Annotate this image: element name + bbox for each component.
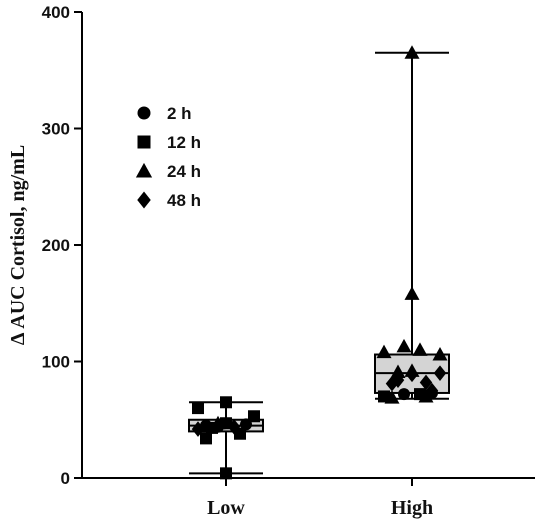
boxes bbox=[188, 51, 450, 475]
data-point bbox=[396, 338, 412, 353]
legend-label: 48 h bbox=[167, 191, 201, 210]
data-point bbox=[376, 344, 392, 359]
legend-label: 12 h bbox=[167, 133, 201, 152]
data-point bbox=[192, 402, 204, 415]
legend-item: 2 h bbox=[137, 104, 192, 123]
y-ticks: 0 100 200 300 400 bbox=[42, 3, 82, 488]
box-high bbox=[374, 51, 450, 400]
data-point bbox=[390, 364, 406, 378]
data-point bbox=[414, 388, 426, 401]
legend-marker-diamond bbox=[137, 191, 151, 209]
data-point bbox=[191, 421, 205, 437]
data-point bbox=[220, 396, 232, 409]
legend-marker-circle bbox=[137, 106, 151, 120]
legend-item: 24 h bbox=[135, 162, 201, 181]
x-tick-label: Low bbox=[207, 497, 245, 519]
legend-marker-triangle bbox=[135, 162, 153, 178]
data-point bbox=[227, 418, 241, 435]
legend: 2 h 12 h 24 h 48 h bbox=[135, 104, 201, 210]
y-axis-title: Δ AUC Cortisol, ng/mL bbox=[7, 145, 29, 345]
x-ticks: Low High bbox=[207, 478, 433, 519]
data-point bbox=[385, 375, 399, 392]
y-tick-label: 200 bbox=[42, 236, 70, 255]
data-point bbox=[398, 388, 410, 401]
data-point bbox=[419, 374, 433, 391]
data-point bbox=[405, 366, 419, 383]
data-points bbox=[191, 45, 448, 480]
y-tick-label: 300 bbox=[42, 120, 70, 139]
y-tick-label: 400 bbox=[42, 3, 70, 22]
data-point bbox=[220, 467, 232, 480]
data-point bbox=[412, 342, 428, 356]
y-tick-label: 0 bbox=[61, 469, 70, 488]
y-tick-label: 100 bbox=[42, 353, 70, 372]
data-point bbox=[404, 286, 420, 300]
legend-label: 24 h bbox=[167, 162, 201, 181]
data-point bbox=[432, 347, 448, 361]
data-point bbox=[378, 390, 390, 403]
axes bbox=[81, 12, 535, 479]
data-point bbox=[433, 365, 447, 381]
legend-item: 48 h bbox=[137, 191, 201, 210]
data-point bbox=[425, 382, 439, 399]
data-point bbox=[200, 432, 212, 445]
legend-item: 12 h bbox=[137, 133, 201, 152]
data-point bbox=[210, 415, 226, 430]
data-point bbox=[404, 45, 420, 59]
legend-marker-square bbox=[137, 135, 151, 149]
data-point bbox=[248, 410, 260, 423]
legend-label: 2 h bbox=[167, 104, 192, 123]
x-tick-label: High bbox=[391, 497, 433, 519]
